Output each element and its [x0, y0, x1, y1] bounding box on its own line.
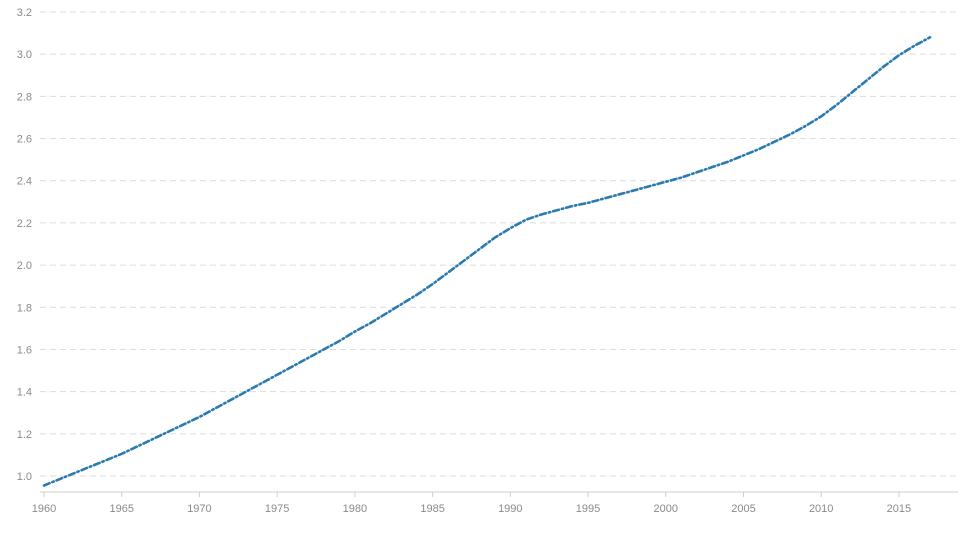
x-tick-label: 1980	[343, 503, 367, 515]
y-tick-label: 1.4	[17, 387, 32, 399]
x-tick-label: 1960	[32, 503, 56, 515]
y-tick-label: 3.0	[17, 49, 32, 61]
x-tick-label: 1985	[420, 503, 444, 515]
x-tick-label: 2000	[654, 503, 678, 515]
y-tick-label: 3.2	[17, 7, 32, 19]
y-tick-label: 2.2	[17, 218, 32, 230]
y-tick-label: 2.8	[17, 91, 32, 103]
x-tick-label: 1965	[109, 503, 133, 515]
x-axis: 1960 1965 1970 1975 1980 1985 1990 1995 2000 2005…	[32, 491, 958, 515]
y-tick-label: 2.4	[17, 176, 32, 188]
x-tick-label: 1990	[498, 503, 522, 515]
y-axis-labels: 1.0 1.2 1.4 1.6 1.8 2.0 2.2 2.4 2.6 2.8 3.0 3.2	[17, 7, 32, 483]
y-tick-label: 1.2	[17, 429, 32, 441]
y-tick-label: 1.6	[17, 344, 32, 356]
grid-layer	[40, 11, 958, 477]
series-line	[42, 36, 932, 487]
x-tick-label: 2010	[809, 503, 833, 515]
x-tick-label: 2005	[731, 503, 755, 515]
x-tick-label: 1975	[265, 503, 289, 515]
y-tick-label: 1.8	[17, 302, 32, 314]
y-tick-label: 1.0	[17, 471, 32, 483]
y-tick-label: 2.0	[17, 260, 32, 272]
series-layer	[42, 36, 932, 487]
x-tick-label: 1995	[576, 503, 600, 515]
x-tick-label: 1970	[187, 503, 211, 515]
y-tick-label: 2.6	[17, 134, 32, 146]
x-tick-label: 2015	[887, 503, 911, 515]
